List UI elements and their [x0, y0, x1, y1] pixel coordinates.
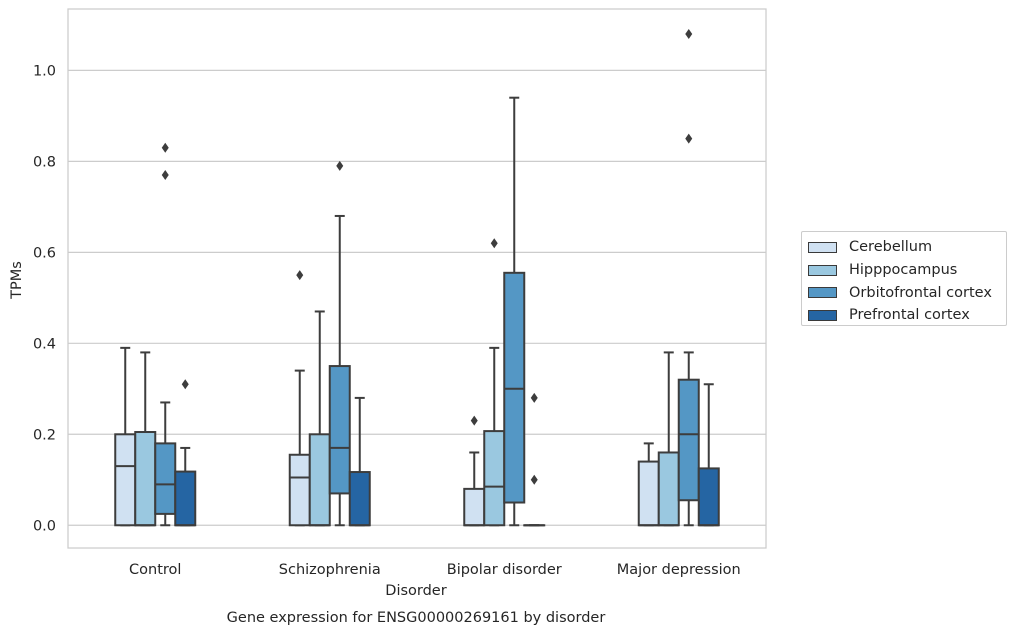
box-group — [463, 415, 486, 527]
box-body — [697, 467, 720, 527]
outlier-point — [530, 474, 538, 485]
chart-title: Gene expression for ENSG00000269161 by d… — [227, 610, 606, 626]
x-tick-label: Schizophrenia — [279, 562, 381, 578]
box-body — [677, 378, 700, 502]
box-group — [483, 238, 506, 527]
legend-label: Prefrontal cortex — [849, 307, 970, 324]
x-tick-label: Control — [129, 562, 181, 578]
y-tick-label: 0.4 — [33, 336, 56, 352]
legend-swatch — [808, 241, 837, 253]
box-layer — [114, 29, 720, 527]
box-group — [308, 310, 331, 527]
box-body — [154, 442, 177, 515]
legend-swatch — [808, 264, 837, 276]
box-group — [677, 29, 700, 527]
outlier-point — [470, 415, 478, 426]
outlier-point — [685, 29, 693, 40]
x-tick-label: Bipolar disorder — [447, 562, 562, 578]
y-axis-label: TPMs — [9, 261, 25, 300]
box-body — [463, 487, 486, 527]
outlier-point — [490, 238, 498, 249]
legend-item: Prefrontal cortex — [808, 304, 1006, 327]
box-group — [154, 142, 177, 527]
outlier-point — [181, 379, 189, 390]
legend-item: Cerebellum — [808, 236, 1006, 259]
box-body — [308, 433, 331, 527]
box-group — [134, 351, 157, 527]
y-tick-labels: 0.0 0.2 0.4 0.6 0.8 1.0 — [33, 63, 56, 534]
box-group — [637, 442, 660, 527]
box-body — [637, 460, 660, 527]
y-tick-label: 1.0 — [33, 63, 56, 79]
box-group — [288, 270, 311, 527]
x-tick-labels: Control Schizophrenia Bipolar disorder Majo… — [129, 562, 741, 578]
legend-label: Cerebellum — [849, 239, 933, 256]
box-body — [483, 430, 506, 527]
box-body — [114, 433, 137, 527]
box-body — [503, 271, 526, 504]
outlier-point — [530, 392, 538, 403]
legend-swatch — [808, 287, 837, 299]
outlier-point — [161, 142, 169, 153]
box-body — [328, 365, 351, 495]
box-body — [134, 431, 157, 527]
x-tick-label: Major depression — [617, 562, 741, 578]
box-group — [523, 392, 546, 527]
y-tick-label: 0.0 — [33, 518, 56, 534]
y-tick-label: 0.8 — [33, 154, 56, 170]
y-tick-label: 0.6 — [33, 245, 56, 261]
x-axis-label: Disorder — [385, 583, 446, 599]
legend-item: Hipppocampus — [808, 259, 1006, 282]
box-group — [328, 160, 351, 527]
plot-frame — [67, 8, 767, 549]
box-group — [657, 351, 680, 527]
box-group — [114, 346, 137, 527]
box-group — [348, 396, 371, 527]
box-body — [174, 470, 197, 527]
box-body — [288, 453, 311, 527]
box-group — [174, 379, 197, 527]
box-group — [503, 96, 526, 527]
legend-item: Orbitofrontal cortex — [808, 281, 1006, 304]
outlier-point — [685, 133, 693, 144]
legend: Cerebellum Hipppocampus Orbitofrontal cort… — [801, 231, 1007, 326]
box-body — [657, 451, 680, 527]
legend-label: Hipppocampus — [849, 262, 958, 279]
outlier-point — [161, 170, 169, 181]
legend-swatch — [808, 309, 837, 321]
outlier-point — [296, 270, 304, 281]
outlier-point — [336, 160, 344, 171]
box-group — [697, 383, 720, 527]
legend-label: Orbitofrontal cortex — [849, 284, 992, 301]
y-tick-label: 0.2 — [33, 427, 56, 443]
box-body — [348, 471, 371, 527]
